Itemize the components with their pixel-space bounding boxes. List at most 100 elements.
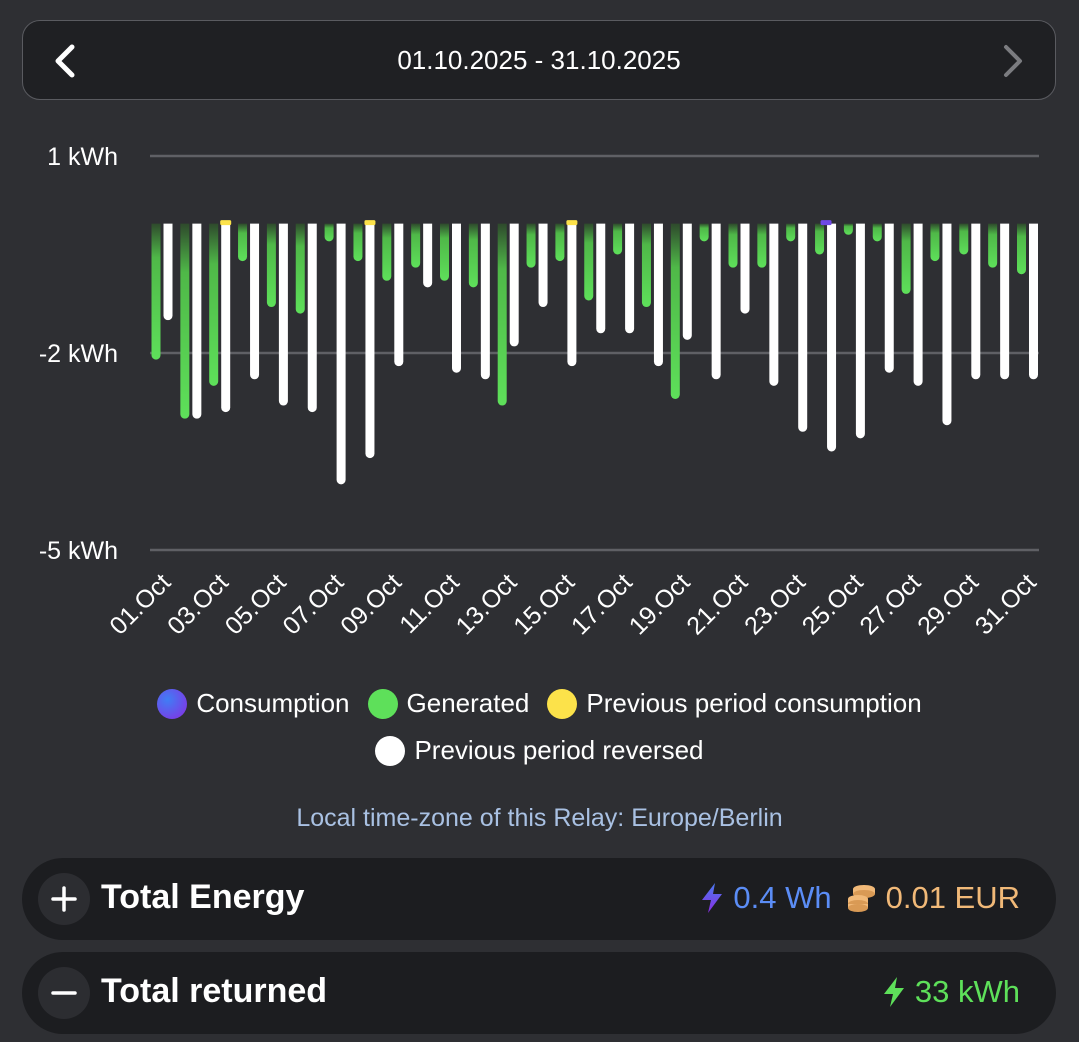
generated-bar[interactable] (786, 223, 796, 242)
generated-bar[interactable] (901, 223, 911, 294)
previous-period-reversed-bar[interactable] (653, 223, 663, 367)
previous-period-reversed-bar[interactable] (827, 223, 837, 452)
previous-period-reversed-bar[interactable] (711, 223, 721, 380)
x-tick-label: 19.Oct (624, 568, 696, 640)
generated-bar[interactable] (699, 223, 709, 242)
previous-period-reversed-bar[interactable] (250, 223, 260, 380)
previous-period-reversed-bar[interactable] (682, 223, 692, 340)
previous-period-reversed-bar[interactable] (221, 223, 231, 413)
next-period-button[interactable] (993, 39, 1033, 83)
expand-total-energy-button[interactable] (38, 873, 90, 925)
previous-period-consumption-bar[interactable] (566, 220, 578, 226)
previous-period-reversed-bar[interactable] (625, 223, 635, 334)
chevron-left-icon (55, 44, 75, 78)
consumption-bar[interactable] (820, 220, 832, 226)
legend-label-previous-consumption: Previous period consumption (586, 688, 922, 718)
previous-period-reversed-bar[interactable] (307, 223, 317, 413)
generated-bar[interactable] (180, 223, 190, 419)
generated-bar[interactable] (382, 223, 392, 281)
coins-icon (846, 883, 878, 913)
generated-bar[interactable] (238, 223, 248, 262)
consumption-dot-icon (157, 688, 188, 719)
previous-period-reversed-bar[interactable] (480, 223, 490, 380)
previous-period-reversed-bar[interactable] (336, 223, 346, 485)
previous-period-reversed-bar[interactable] (567, 223, 577, 367)
previous-period-reversed-bar[interactable] (740, 223, 750, 314)
previous-period-consumption-bar[interactable] (220, 220, 232, 226)
generated-bar[interactable] (266, 223, 276, 308)
total-energy-row[interactable]: Total Energy 0.4 Wh (22, 858, 1056, 940)
previous-period-reversed-bar[interactable] (509, 223, 519, 347)
energy-bar-chart: 1 kWh -2 kWh -5 kWh 01.Oct03.Oct05.Oct07.O… (39, 143, 1042, 640)
generated-bar[interactable] (757, 223, 767, 268)
x-tick-label: 27.Oct (854, 568, 926, 640)
generated-bar[interactable] (555, 223, 565, 262)
generated-bar[interactable] (670, 223, 680, 399)
total-returned-row[interactable]: Total returned 33 kWh (22, 952, 1056, 1034)
previous-period-reversed-bar[interactable] (884, 223, 894, 373)
legend-item-previous-reversed[interactable]: Previous period reversed (375, 735, 704, 766)
generated-bar[interactable] (209, 223, 219, 386)
generated-bar[interactable] (613, 223, 623, 255)
x-tick-label: 01.Oct (104, 568, 176, 640)
previous-period-reversed-bar[interactable] (855, 223, 865, 439)
generated-bar[interactable] (641, 223, 651, 308)
generated-bar[interactable] (930, 223, 940, 262)
generated-bar[interactable] (843, 223, 853, 235)
generated-bar[interactable] (411, 223, 421, 268)
previous-period-reversed-bar[interactable] (192, 223, 202, 419)
y-tick-label: -5 kWh (39, 537, 118, 565)
previous-period-reversed-bar[interactable] (1029, 223, 1038, 380)
previous-period-reversed-bar[interactable] (596, 223, 606, 334)
generated-bar[interactable] (1017, 223, 1026, 275)
previous-period-reversed-bar[interactable] (163, 223, 173, 321)
date-range-navigator: 01.10.2025 - 31.10.2025 (22, 20, 1056, 100)
previous-period-consumption-bar[interactable] (364, 220, 376, 226)
previous-period-button[interactable] (45, 39, 85, 83)
x-tick-label: 23.Oct (739, 568, 811, 640)
previous-period-reversed-bar[interactable] (538, 223, 548, 308)
generated-bar[interactable] (959, 223, 969, 255)
previous-period-reversed-bar[interactable] (913, 223, 923, 386)
generated-bar[interactable] (872, 223, 882, 242)
generated-bar[interactable] (353, 223, 363, 262)
lightning-icon (699, 882, 725, 914)
previous-period-reversed-bar[interactable] (971, 223, 981, 380)
generated-bar[interactable] (295, 223, 305, 314)
x-tick-label: 31.Oct (970, 568, 1042, 640)
x-tick-label: 25.Oct (797, 568, 869, 640)
generated-bar[interactable] (584, 223, 594, 301)
legend-item-generated[interactable]: Generated (367, 688, 530, 719)
previous-period-reversed-bar[interactable] (278, 223, 288, 406)
generated-bar[interactable] (468, 223, 478, 288)
previous-period-reversed-bar[interactable] (423, 223, 433, 288)
previous-period-reversed-bar[interactable] (394, 223, 404, 367)
total-energy-values: 0.4 Wh 0.01 EUR (699, 880, 1020, 916)
previous-period-reversed-bar[interactable] (798, 223, 808, 432)
previous-period-reversed-bar[interactable] (365, 223, 375, 459)
legend-item-previous-consumption[interactable]: Previous period consumption (547, 688, 922, 719)
previous-period-reversed-bar[interactable] (769, 223, 779, 386)
lightning-icon (881, 976, 907, 1008)
generated-dot-icon (367, 688, 398, 719)
generated-bar[interactable] (324, 223, 334, 242)
previous-period-reversed-bar[interactable] (452, 223, 461, 373)
chevron-right-icon (1004, 45, 1022, 77)
x-tick-label: 21.Oct (681, 568, 753, 640)
previous-period-reversed-bar[interactable] (942, 223, 952, 426)
generated-bar[interactable] (988, 223, 998, 268)
y-tick-label: -2 kWh (39, 340, 118, 368)
generated-bar[interactable] (815, 223, 825, 255)
generated-bar[interactable] (497, 223, 507, 406)
generated-bar[interactable] (440, 223, 449, 281)
legend-item-consumption[interactable]: Consumption (157, 688, 350, 719)
chart-legend-row-1: Consumption Generated Previous period co… (0, 688, 1079, 719)
generated-bar[interactable] (151, 223, 161, 360)
previous-period-reversed-bar[interactable] (1000, 223, 1010, 380)
generated-bar[interactable] (526, 223, 536, 268)
previous-reversed-dot-icon (375, 735, 406, 766)
x-tick-label: 17.Oct (566, 568, 638, 640)
collapse-total-returned-button[interactable] (38, 967, 90, 1019)
generated-bar[interactable] (728, 223, 738, 268)
legend-label-generated: Generated (406, 688, 530, 718)
